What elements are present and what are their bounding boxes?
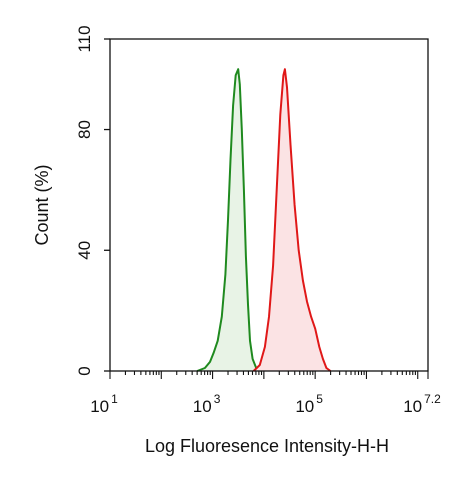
y-axis-title: Count (%)	[32, 164, 52, 245]
series-1-line	[196, 68, 262, 372]
series-layer	[196, 68, 332, 372]
x-tick-label: 10 7.2	[403, 392, 441, 416]
y-tick-label: 0	[75, 366, 94, 375]
series-2-area	[253, 69, 331, 371]
y-tick-label: 110	[75, 25, 94, 52]
y-tick-label: 40	[75, 241, 94, 260]
y-tick-label: 80	[75, 120, 94, 139]
series-1-area	[197, 69, 262, 371]
x-tick-label: 10 1	[90, 392, 118, 416]
x-axis-title: Log Fluoresence Intensity-H-H	[145, 436, 389, 456]
x-tick-label: 10 3	[193, 392, 221, 416]
series-2-line	[252, 68, 332, 372]
x-tick-label: 10 5	[295, 392, 323, 416]
plot-frame	[109, 38, 429, 372]
x-axis-ticks: 10 1 10 3 10 5 10 7.2	[90, 371, 441, 416]
y-axis-ticks: 0 40 80 110	[75, 25, 110, 376]
